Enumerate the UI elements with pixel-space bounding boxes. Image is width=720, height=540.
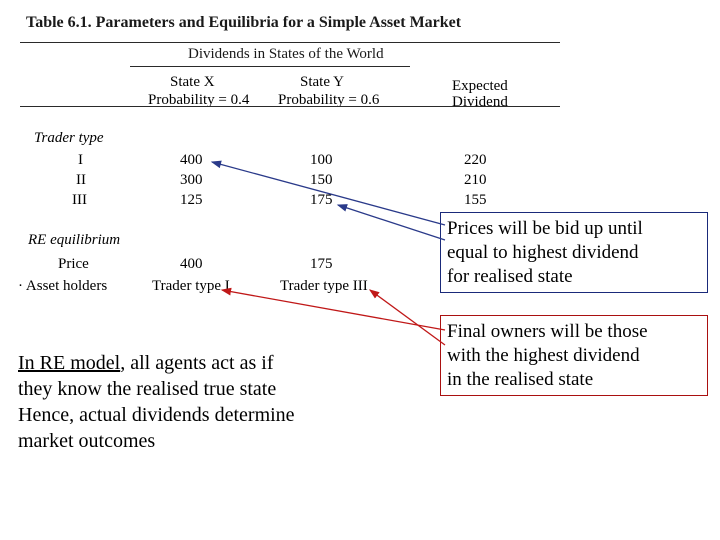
boxB-line1: Final owners will be those <box>447 321 648 342</box>
col-expected-2: Dividend <box>452 94 508 111</box>
row1-x: 400 <box>180 152 203 169</box>
col-state-y-label: State Y <box>300 74 344 91</box>
boxA-line2: equal to highest dividend <box>447 242 639 263</box>
col-state-x-label: State X <box>170 74 215 91</box>
noteC-rest1: , all agents act as if <box>120 352 273 374</box>
row2-e: 210 <box>464 172 487 189</box>
row1-e: 220 <box>464 152 487 169</box>
noteC-rest2: they know the realised true state <box>18 378 276 400</box>
rule-header-bottom <box>20 106 560 107</box>
row2-y: 150 <box>310 172 333 189</box>
note-re-model: In RE model, all agents act as if they k… <box>18 350 338 454</box>
annotation-box-owners: Final owners will be those with the high… <box>440 315 708 396</box>
dividends-header: Dividends in States of the World <box>188 46 384 63</box>
boxB-line3: in the realised state <box>447 369 593 390</box>
arrow-blue-2 <box>338 205 445 240</box>
row3-name: III <box>72 192 87 209</box>
row3-y: 175 <box>310 192 333 209</box>
arrow-red-2 <box>370 290 445 345</box>
col-expected-1: Expected <box>452 78 508 95</box>
annotation-box-prices: Prices will be bid up until equal to hig… <box>440 212 708 293</box>
re-equilibrium-label: RE equilibrium <box>28 232 120 249</box>
row2-x: 300 <box>180 172 203 189</box>
price-x: 400 <box>180 256 203 273</box>
row1-name: I <box>78 152 83 169</box>
price-label: Price <box>58 256 89 273</box>
holder-y: Trader type III <box>280 278 368 295</box>
boxA-line1: Prices will be bid up until <box>447 218 643 239</box>
noteC-underline: In RE model <box>18 352 120 374</box>
trader-type-label: Trader type <box>34 130 104 147</box>
table-title: Table 6.1. Parameters and Equilibria for… <box>26 14 461 32</box>
row1-y: 100 <box>310 152 333 169</box>
arrow-red-1 <box>222 290 445 330</box>
rule-top <box>20 42 560 43</box>
noteC-rest3: Hence, actual dividends determine <box>18 404 295 426</box>
row2-name: II <box>76 172 86 189</box>
boxA-line3: for realised state <box>447 266 573 287</box>
noteC-rest4: market outcomes <box>18 430 155 452</box>
boxB-line2: with the highest dividend <box>447 345 640 366</box>
row3-e: 155 <box>464 192 487 209</box>
row3-x: 125 <box>180 192 203 209</box>
holder-x: Trader type I <box>152 278 230 295</box>
asset-holders-label: · Asset holders <box>18 278 107 295</box>
rule-sub <box>130 66 410 67</box>
price-y: 175 <box>310 256 333 273</box>
